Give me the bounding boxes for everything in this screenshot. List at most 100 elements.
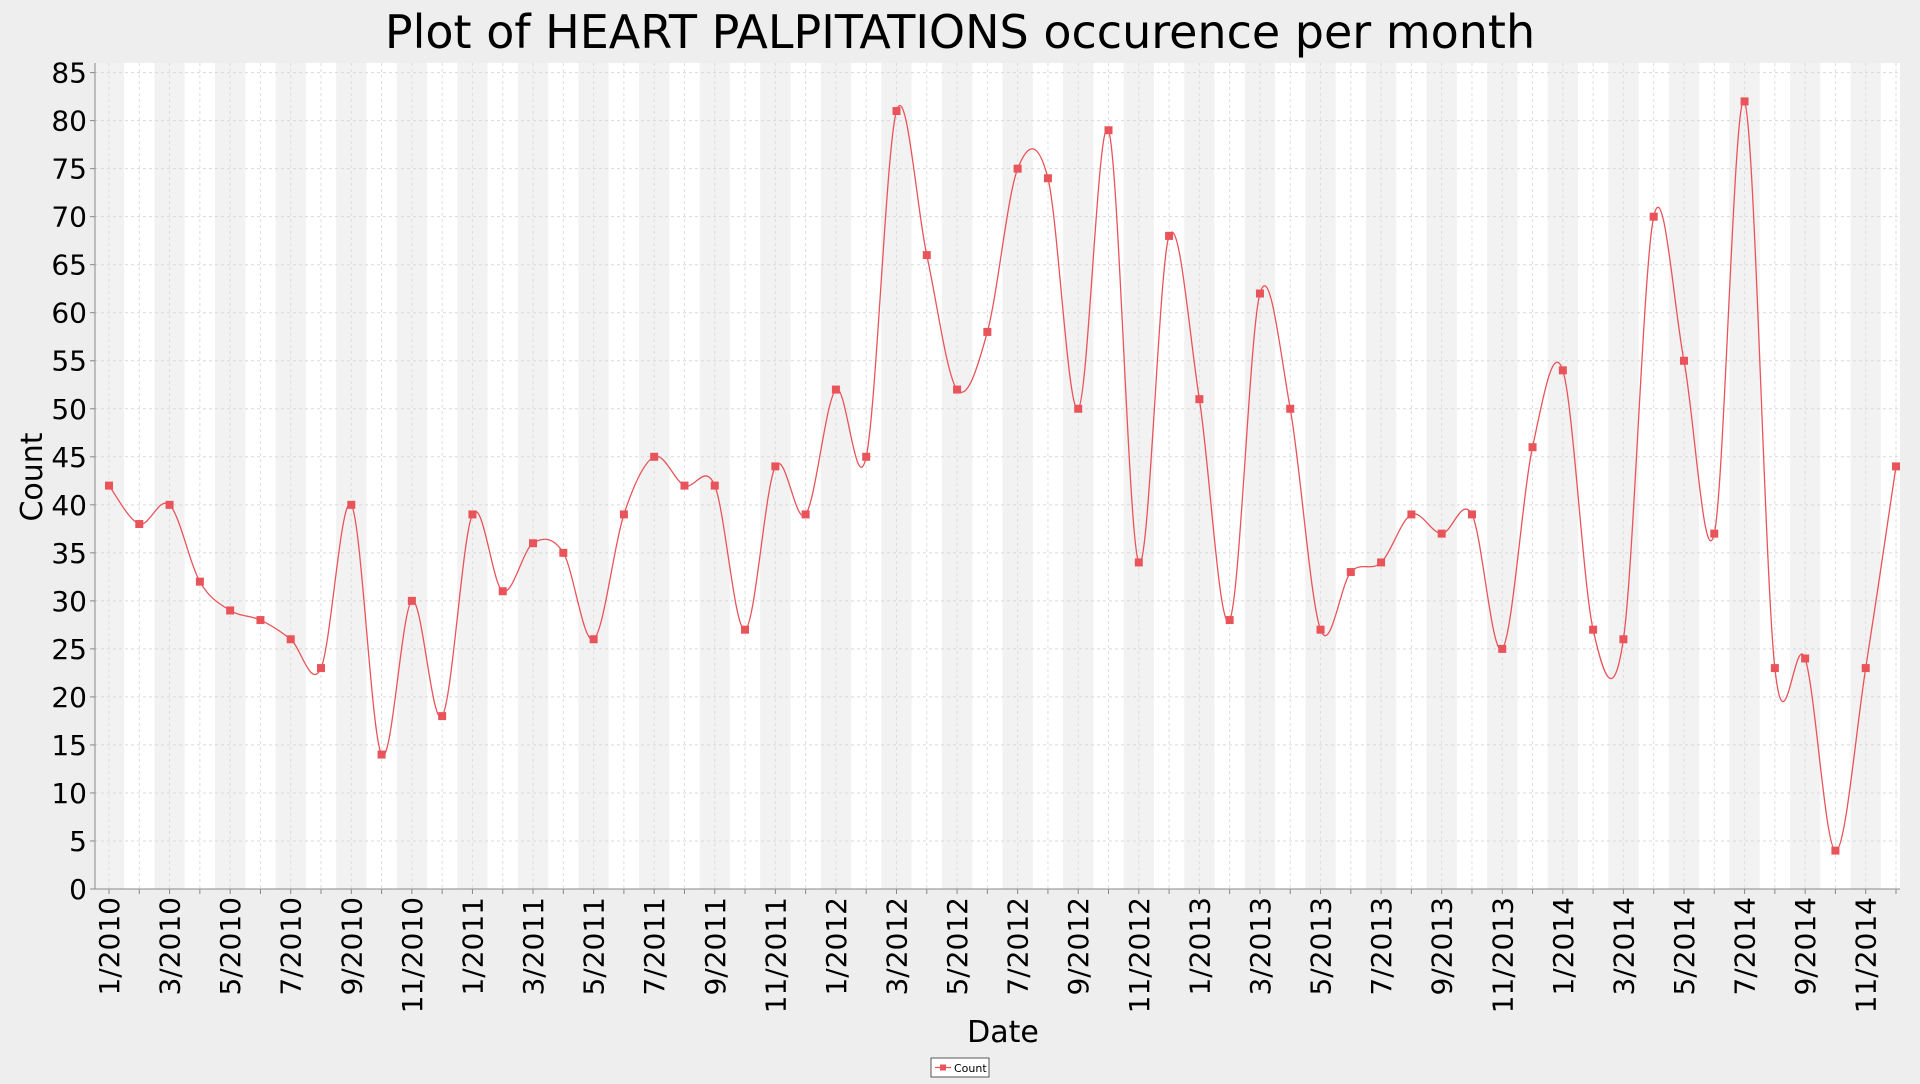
data-point	[1831, 846, 1840, 855]
data-point	[1649, 212, 1658, 221]
month-band	[154, 63, 185, 889]
data-point	[710, 481, 719, 490]
month-band	[1063, 63, 1094, 889]
data-point	[1316, 625, 1325, 634]
data-point	[953, 385, 962, 394]
x-tick-label: 1/2011	[456, 897, 489, 996]
data-point	[1043, 174, 1052, 183]
data-point	[1104, 126, 1113, 135]
y-tick-label: 0	[69, 873, 87, 906]
legend: Count	[930, 1057, 990, 1078]
data-point	[619, 510, 628, 519]
x-tick-label: 5/2011	[578, 897, 611, 996]
data-point	[983, 327, 992, 336]
y-tick-label: 20	[51, 681, 87, 714]
x-tick-label: 3/2012	[880, 897, 913, 996]
data-point	[438, 712, 447, 721]
legend-label: Count	[954, 1062, 987, 1075]
data-point	[1195, 395, 1204, 404]
data-point	[831, 385, 840, 394]
y-tick-label: 30	[51, 585, 87, 618]
x-tick-label: 1/2014	[1547, 897, 1580, 996]
x-tick-label: 11/2011	[759, 897, 792, 1013]
y-tick-label: 50	[51, 393, 87, 426]
y-tick-label: 70	[51, 201, 87, 234]
x-axis-label: Date	[967, 1015, 1039, 1050]
x-tick-label: 9/2010	[335, 897, 368, 996]
month-band	[215, 63, 246, 889]
data-point	[801, 510, 810, 519]
month-band	[1244, 63, 1276, 889]
month-band	[1365, 63, 1397, 889]
month-band	[578, 63, 609, 889]
x-tick-label: 7/2014	[1729, 897, 1762, 996]
data-point	[589, 635, 598, 644]
x-tick-label: 5/2014	[1668, 897, 1701, 996]
data-point	[1619, 635, 1628, 644]
data-point	[1679, 356, 1688, 365]
data-point	[1801, 654, 1810, 663]
y-tick-label: 40	[51, 489, 87, 522]
y-tick-label: 55	[51, 345, 87, 378]
data-point	[529, 539, 538, 548]
x-tick-label: 5/2013	[1305, 897, 1338, 996]
data-point	[1074, 404, 1083, 413]
y-tick-label: 65	[51, 249, 87, 282]
x-tick-label: 3/2014	[1607, 897, 1640, 996]
data-point	[650, 452, 659, 461]
y-tick-label: 75	[51, 153, 87, 186]
month-band	[396, 63, 428, 889]
y-tick-label: 35	[51, 537, 87, 570]
x-tick-label: 11/2013	[1486, 897, 1519, 1013]
data-point	[468, 510, 477, 519]
plot-background	[95, 63, 1900, 889]
x-tick-label: 11/2014	[1850, 897, 1883, 1013]
x-tick-label: 9/2013	[1426, 897, 1459, 996]
x-tick-label: 7/2011	[638, 897, 671, 996]
data-point	[1255, 289, 1264, 298]
month-band	[1547, 63, 1578, 889]
data-point	[680, 481, 689, 490]
data-point	[1013, 164, 1022, 173]
y-tick-label: 5	[69, 825, 87, 858]
x-tick-label: 3/2010	[154, 897, 187, 996]
y-axis-label: Count	[15, 432, 50, 521]
y-tick-label: 80	[51, 105, 87, 138]
data-point	[1377, 558, 1386, 567]
data-point	[1467, 510, 1476, 519]
data-point	[105, 481, 113, 490]
y-tick-label: 10	[51, 777, 87, 810]
month-band	[1184, 63, 1215, 889]
x-tick-label: 5/2010	[214, 897, 247, 996]
data-point	[286, 635, 295, 644]
month-band	[1123, 63, 1154, 889]
data-point	[317, 664, 326, 673]
month-band	[457, 63, 488, 889]
month-band	[517, 63, 549, 889]
month-band	[1608, 63, 1639, 889]
x-tick-label: 9/2012	[1062, 897, 1095, 996]
x-tick-label: 1/2013	[1183, 897, 1216, 996]
data-point	[1558, 366, 1567, 375]
month-band	[1789, 63, 1821, 889]
data-point	[892, 107, 901, 116]
month-band	[1002, 63, 1033, 889]
data-point	[1225, 616, 1234, 625]
y-tick-label: 25	[51, 633, 87, 666]
data-point	[1770, 664, 1779, 673]
data-point	[1134, 558, 1143, 567]
x-tick-label: 3/2013	[1244, 897, 1277, 996]
data-point	[1528, 443, 1537, 452]
x-tick-label: 3/2011	[517, 897, 550, 996]
data-point	[1710, 529, 1719, 538]
data-point	[1589, 625, 1598, 634]
month-band	[275, 63, 306, 889]
data-point	[347, 500, 356, 509]
month-band	[1305, 63, 1336, 889]
x-tick-label: 5/2012	[941, 897, 974, 996]
month-band	[1487, 63, 1518, 889]
data-point	[377, 750, 386, 759]
x-tick-label: 11/2012	[1123, 897, 1156, 1013]
x-tick-label: 7/2013	[1365, 897, 1398, 996]
